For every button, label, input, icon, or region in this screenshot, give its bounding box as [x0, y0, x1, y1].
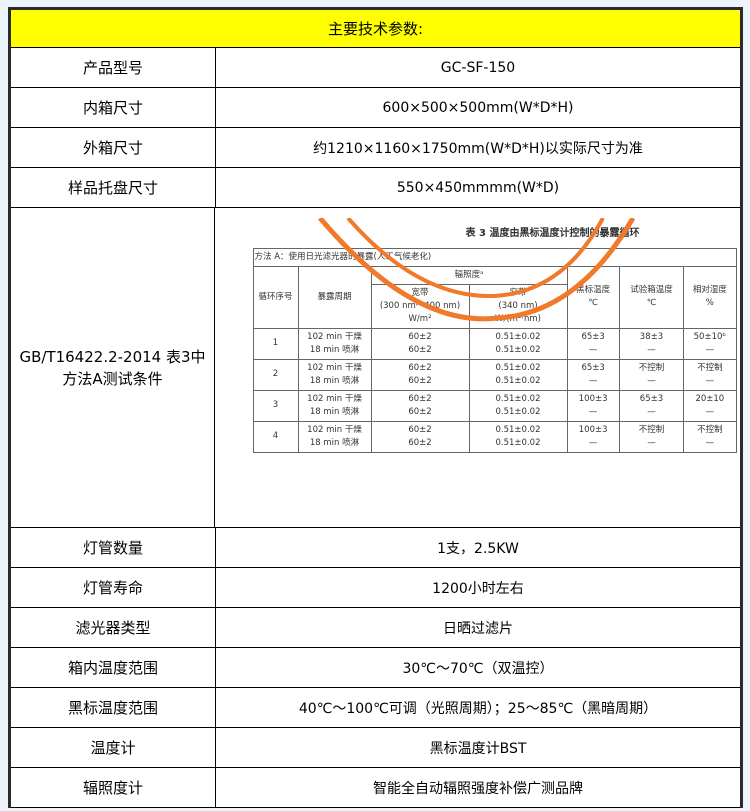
param-name: 内箱尺寸 — [11, 88, 216, 127]
param-name: 样品托盘尺寸 — [11, 168, 216, 207]
cell: 102 min 干燥 18 min 喷淋 — [297, 327, 372, 360]
param-value: 1200小时左右 — [432, 580, 524, 597]
table-row: 滤光器类型 日晒过滤片 — [11, 608, 740, 648]
cell: 不控制 — — [683, 358, 737, 391]
method-label: 方法 A：使用日光滤光器的暴露(人工气候老化) — [252, 247, 737, 267]
param-name: 黑标温度范围 — [11, 688, 216, 727]
cycle-no: 4 — [252, 420, 299, 453]
param-value: 40℃～100℃可调（光照周期）；25～85℃（黑暗周期） — [298, 700, 658, 717]
cell: 60±2 60±2 — [370, 389, 470, 422]
param-value: 1支，2.5KW — [437, 540, 519, 557]
table-row: 样品托盘尺寸 550×450mmmm(W*D) — [11, 168, 740, 208]
table-row: 箱内温度范围 30℃～70℃（双温控） — [11, 648, 740, 688]
param-value: 黑标温度计BST — [429, 740, 527, 757]
cell: 0.51±0.02 0.51±0.02 — [468, 420, 568, 453]
table-row: 灯管数量 1支，2.5KW — [11, 528, 740, 568]
cycle-no: 2 — [252, 358, 299, 391]
param-name: 温度计 — [11, 728, 216, 767]
cell: 0.51±0.02 0.51±0.02 — [468, 358, 568, 391]
param-value: 600×500×500mm(W*D*H) — [382, 99, 574, 116]
cell: 50±10ᵇ — — [683, 327, 737, 360]
cell: 60±2 60±2 — [370, 327, 470, 360]
param-value: 日晒过滤片 — [443, 620, 513, 637]
cell: 102 min 干燥 18 min 喷淋 — [297, 358, 372, 391]
param-value: 表 3 温度由黑标温度计控制的暴露循环 方法 A：使用日光滤光器的暴露(人工气候… — [215, 208, 740, 527]
cell: 60±2 60±2 — [370, 420, 470, 453]
standard-table-image: 表 3 温度由黑标温度计控制的暴露循环 方法 A：使用日光滤光器的暴露(人工气候… — [247, 217, 738, 518]
spec-table: 主要技术参数: 产品型号 GC-SF-150 内箱尺寸 600×500×500mm(W… — [8, 7, 743, 808]
cell: 不控制 — — [618, 358, 685, 391]
cycle-row: 2 102 min 干燥 18 min 喷淋 60±2 60±2 0.51±0.02 0.5… — [252, 358, 737, 391]
cell: 100±3— — [566, 389, 620, 422]
cell: 不控制 — — [618, 420, 685, 453]
cell: 60±2 60±2 — [370, 358, 470, 391]
cell: 102 min 干燥 18 min 喷淋 — [297, 420, 372, 453]
table-row: 外箱尺寸 约1210×1160×1750mm(W*D*H)以实际尺寸为准 — [11, 128, 740, 168]
param-name: 灯管数量 — [11, 528, 216, 567]
table-row: 黑标温度范围 40℃～100℃可调（光照周期）；25～85℃（黑暗周期） — [11, 688, 740, 728]
param-value: 约1210×1160×1750mm(W*D*H)以实际尺寸为准 — [313, 140, 643, 157]
param-value: 智能全自动辐照强度补偿广测品牌 — [373, 780, 583, 797]
param-name: GB/T16422.2-2014 表3中方法A测试条件 — [11, 208, 215, 527]
cell: 0.51±0.02 0.51±0.02 — [468, 389, 568, 422]
cycle-no: 3 — [252, 389, 299, 422]
cell: 65±3— — [566, 358, 620, 391]
cell: 65±3— — [566, 327, 620, 360]
cell: 0.51±0.02 0.51±0.02 — [468, 327, 568, 360]
param-value: GC-SF-150 — [440, 59, 516, 76]
table-row: 产品型号 GC-SF-150 — [11, 48, 740, 88]
param-name: 外箱尺寸 — [11, 128, 216, 167]
param-value: 30℃～70℃（双温控） — [402, 660, 554, 677]
param-name: 产品型号 — [11, 48, 216, 87]
param-name: 滤光器类型 — [11, 608, 216, 647]
param-name: 灯管寿命 — [11, 568, 216, 607]
param-value: 550×450mmmm(W*D) — [396, 179, 560, 196]
cycle-row: 3 102 min 干燥 18 min 喷淋 60±2 60±2 0.51±0.02 0.5… — [252, 389, 737, 422]
std-title: 表 3 温度由黑标温度计控制的暴露循环 — [465, 227, 640, 239]
cycle-row: 4 102 min 干燥 18 min 喷淋 60±2 60±2 0.51±0.02 0.5… — [252, 420, 737, 453]
cell: 不控制 — — [683, 420, 737, 453]
cycle-row: 1 102 min 干燥 18 min 喷淋 60±2 60±2 0.51±0.02 0.5… — [252, 327, 737, 360]
param-name: 辐照度计 — [11, 768, 216, 807]
exposure-cycle-table: 方法 A：使用日光滤光器的暴露(人工气候老化) 循环序号 暴露周期 辐照度ᵃ 黑标温… — [252, 247, 737, 453]
cell: 102 min 干燥 18 min 喷淋 — [297, 389, 372, 422]
table-row: 辐照度计 智能全自动辐照强度补偿广测品牌 — [11, 768, 740, 808]
table-row: 温度计 黑标温度计BST — [11, 728, 740, 768]
cycle-no: 1 — [252, 327, 299, 360]
table-row: 内箱尺寸 600×500×500mm(W*D*H) — [11, 88, 740, 128]
table-header: 主要技术参数: — [11, 10, 740, 48]
table-row: GB/T16422.2-2014 表3中方法A测试条件 表 3 温度由黑标温度计… — [11, 208, 740, 528]
cell: 38±3— — [618, 327, 685, 360]
cell: 100±3— — [566, 420, 620, 453]
cell: 20±10— — [683, 389, 737, 422]
table-row: 灯管寿命 1200小时左右 — [11, 568, 740, 608]
param-name: 箱内温度范围 — [11, 648, 216, 687]
cell: 65±3— — [618, 389, 685, 422]
